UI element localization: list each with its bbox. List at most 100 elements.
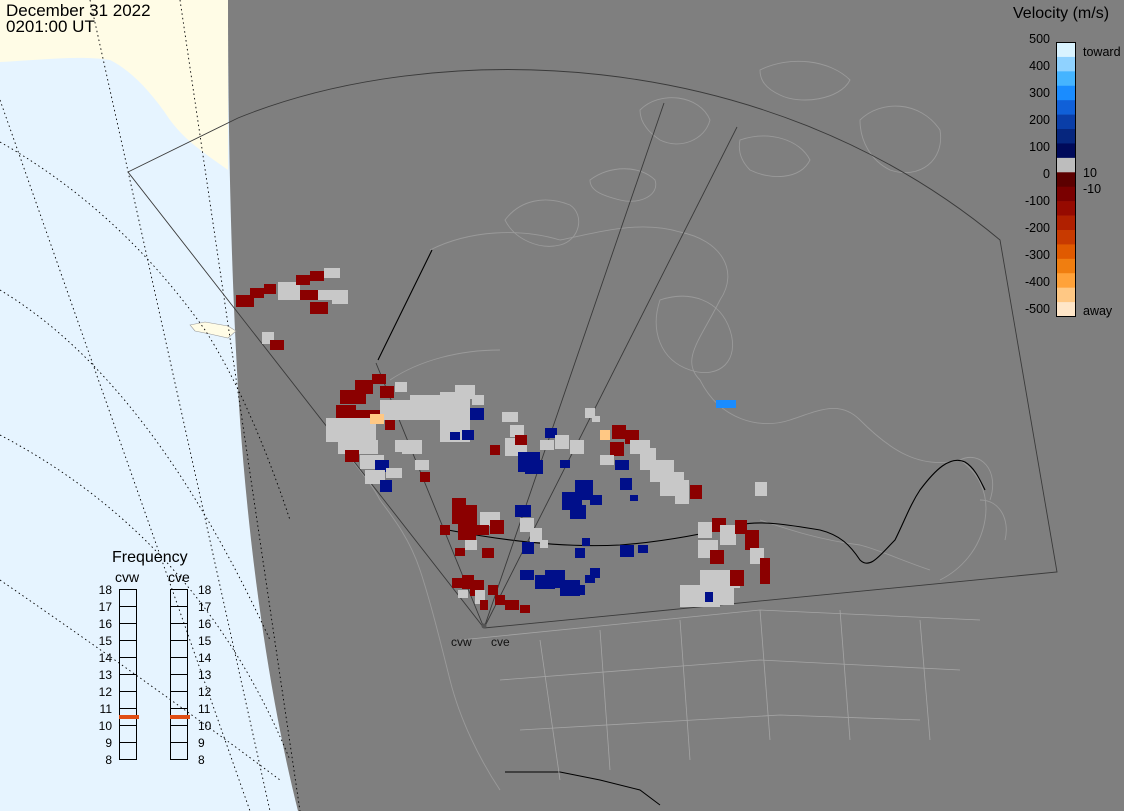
echo-cell [760, 558, 770, 584]
frequency-tick-cvw: 16 [98, 617, 112, 631]
frequency-cell [170, 674, 188, 692]
frequency-tick-cvw: 12 [98, 685, 112, 699]
frequency-tick-cve: 10 [198, 719, 212, 733]
frequency-tick-cvw: 18 [98, 583, 112, 597]
echo-cell [310, 302, 328, 314]
colorbar-swatch [1056, 56, 1076, 72]
echo-cell [600, 455, 614, 465]
echo-cell [472, 395, 484, 405]
echo-cell [730, 570, 744, 586]
frequency-tick-cve: 16 [198, 617, 212, 631]
frequency-cell [119, 640, 137, 658]
echo-cell [755, 482, 767, 496]
colorbar-swatch [1056, 302, 1076, 317]
frequency-tick-cve: 8 [198, 753, 205, 767]
echo-cell [490, 520, 504, 534]
echo-cell [540, 440, 554, 450]
echo-cell [620, 545, 634, 557]
echo-cell [462, 430, 474, 440]
echo-cell [630, 495, 638, 501]
echo-cell [520, 605, 530, 613]
frequency-cell [119, 691, 137, 709]
colorbar-swatch [1056, 258, 1076, 274]
echo-cell [495, 595, 505, 605]
frequency-cell [119, 742, 137, 760]
echo-cell [455, 548, 465, 556]
colorbar-tick-label: 300 [1029, 86, 1050, 100]
frequency-tick-cve: 9 [198, 736, 205, 750]
colorbar-tick-label: -400 [1024, 275, 1050, 289]
echo-cell [615, 460, 629, 470]
echo-cell [490, 445, 500, 455]
frequency-tick-cvw: 8 [105, 753, 112, 767]
frequency-tick-cve: 15 [198, 634, 212, 648]
echo-cell [345, 450, 359, 462]
echo-cell [525, 460, 543, 474]
radar-echo-cells [236, 268, 770, 613]
echo-cell [620, 478, 632, 490]
echo-cell [555, 435, 569, 449]
night-shade [228, 0, 1124, 811]
frequency-tick-cve: 13 [198, 668, 212, 682]
echo-cell [545, 428, 557, 438]
frequency-cell [170, 657, 188, 675]
echo-cell [680, 585, 720, 607]
colorbar-tick-label: 100 [1029, 140, 1050, 154]
echo-cell [698, 522, 712, 538]
echo-cell [395, 382, 407, 392]
echo-cell [318, 290, 332, 300]
echo-cell [716, 400, 736, 408]
map-date: December 31 2022 [6, 1, 151, 20]
echo-cell [575, 548, 585, 558]
echo-cell [380, 480, 392, 492]
site-label-cve: cve [491, 635, 510, 649]
echo-cell [475, 525, 489, 535]
echo-cell [415, 460, 429, 470]
colorbar-swatch [1056, 157, 1076, 173]
map-time: 0201:00 UT [6, 17, 95, 36]
colorbar-swatch [1056, 143, 1076, 159]
frequency-bar-cve [170, 589, 190, 760]
echo-cell [520, 570, 534, 580]
frequency-cell [170, 725, 188, 743]
echo-cell [590, 568, 600, 578]
lat-lon-grid [0, 0, 301, 811]
colorbar-inner-negative: -10 [1083, 182, 1102, 196]
echo-cell [705, 592, 713, 602]
coastlines [329, 60, 1007, 791]
frequency-tick-cve: 12 [198, 685, 212, 699]
frequency-cell [119, 657, 137, 675]
echo-cell [465, 540, 477, 550]
echo-cell [570, 440, 584, 454]
echo-cell [590, 495, 602, 505]
colorbar-swatch [1056, 244, 1076, 260]
echo-cell [585, 575, 595, 583]
echo-cell [720, 585, 734, 605]
colorbar-swatch [1056, 273, 1076, 288]
colorbar-swatch [1056, 129, 1076, 144]
frequency-tick-cvw: 15 [98, 634, 112, 648]
echo-cell [515, 505, 531, 517]
colorbar-tick-label: -500 [1024, 302, 1050, 316]
colorbar-away-label: away [1083, 304, 1113, 318]
colorbar-title: Velocity (m/s) [1013, 5, 1110, 22]
colorbar-tick-label: -100 [1024, 194, 1050, 208]
velocity-colorbar [1056, 42, 1076, 317]
echo-cell [264, 284, 276, 294]
echo-cell [395, 440, 409, 452]
echo-cell [458, 590, 468, 598]
frequency-cell [119, 674, 137, 692]
echo-cell [300, 290, 318, 300]
echo-cell [480, 600, 488, 610]
frequency-cell [119, 589, 137, 607]
echo-cell [540, 540, 548, 548]
frequency-tick-cvw: 11 [99, 702, 112, 716]
echo-cell [410, 395, 444, 409]
echo-cell [450, 432, 460, 440]
echo-cell [440, 525, 450, 535]
site-label-cvw: cvw [451, 635, 472, 649]
echo-cell [324, 268, 340, 278]
colorbar-swatch [1056, 229, 1076, 245]
echo-cell [375, 460, 389, 472]
colorbar-swatch [1056, 287, 1076, 303]
